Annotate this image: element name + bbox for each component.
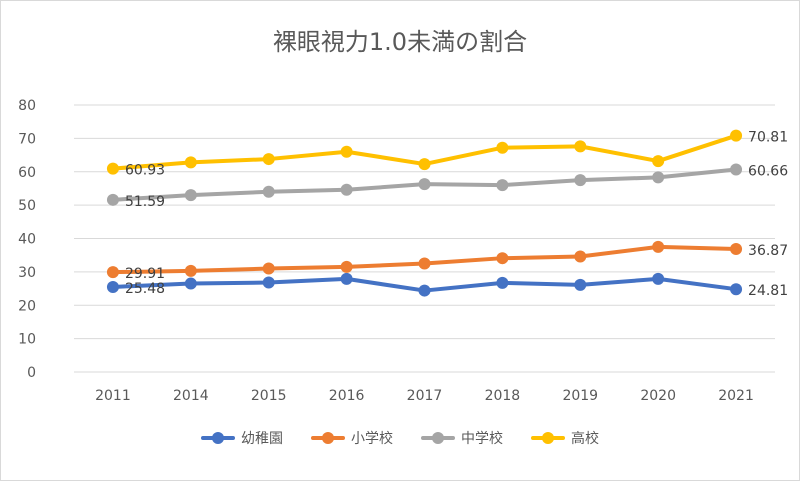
legend-swatch: [311, 432, 345, 444]
data-point: [184, 189, 197, 202]
data-label: 60.66: [748, 164, 788, 180]
y-tick-label: 60: [18, 165, 36, 181]
x-tick-label: 2015: [251, 388, 287, 404]
legend-label: 中学校: [461, 431, 503, 447]
x-tick-label: 2017: [407, 388, 443, 404]
x-tick-label: 2019: [562, 388, 598, 404]
chart-legend: 幼稚園 小学校 中学校 高校: [0, 428, 800, 448]
data-label: 24.81: [748, 283, 788, 299]
data-point: [574, 250, 587, 263]
data-point: [418, 257, 431, 270]
data-label: 51.59: [125, 194, 165, 210]
data-point: [652, 171, 665, 184]
data-point: [106, 193, 119, 206]
data-label: 36.87: [748, 243, 788, 259]
x-tick-label: 2018: [485, 388, 521, 404]
data-point: [496, 179, 509, 192]
y-tick-label: 70: [18, 131, 36, 147]
data-point: [496, 276, 509, 289]
data-label: 29.91: [125, 266, 165, 282]
y-tick-label: 10: [18, 332, 36, 348]
y-tick-label: 30: [18, 265, 36, 281]
data-point: [496, 252, 509, 265]
data-point: [574, 278, 587, 291]
y-tick-label: 80: [18, 98, 36, 114]
data-point: [184, 277, 197, 290]
data-point: [340, 260, 353, 273]
data-label: 25.48: [125, 281, 165, 297]
x-tick-label: 2011: [95, 388, 131, 404]
data-point: [496, 141, 509, 154]
y-tick-label: 40: [18, 232, 36, 248]
data-point: [730, 242, 743, 255]
data-point: [262, 185, 275, 198]
data-point: [340, 145, 353, 158]
legend-marker: [542, 432, 554, 444]
y-tick-label: 50: [18, 198, 36, 214]
y-tick-label: 20: [18, 298, 36, 314]
x-tick-label: 2014: [173, 388, 209, 404]
legend-item: 中学校: [421, 428, 503, 448]
legend-label: 高校: [571, 431, 599, 447]
data-point: [418, 284, 431, 297]
x-tick-label: 2020: [640, 388, 676, 404]
legend-item: 幼稚園: [201, 428, 283, 448]
data-point: [418, 158, 431, 171]
data-point: [730, 283, 743, 296]
legend-label: 小学校: [351, 431, 393, 447]
data-point: [574, 174, 587, 187]
legend-item: 小学校: [311, 428, 393, 448]
legend-item: 高校: [531, 428, 599, 448]
legend-swatch: [531, 432, 565, 444]
data-point: [340, 272, 353, 285]
legend-label: 幼稚園: [241, 431, 283, 447]
y-tick-label: 0: [27, 365, 36, 381]
data-point: [652, 155, 665, 168]
data-point: [106, 266, 119, 279]
x-tick-label: 2021: [718, 388, 754, 404]
data-point: [652, 240, 665, 253]
data-point: [184, 264, 197, 277]
legend-swatch: [421, 432, 455, 444]
data-point: [262, 276, 275, 289]
data-point: [340, 183, 353, 196]
data-point: [652, 272, 665, 285]
legend-swatch: [201, 432, 235, 444]
data-point: [262, 262, 275, 275]
data-point: [730, 129, 743, 142]
data-point: [184, 156, 197, 169]
data-point: [106, 280, 119, 293]
data-point: [106, 162, 119, 175]
legend-marker: [322, 432, 334, 444]
data-point: [730, 163, 743, 176]
legend-marker: [212, 432, 224, 444]
data-point: [262, 153, 275, 166]
data-point: [574, 140, 587, 153]
data-point: [418, 178, 431, 191]
chart-title: 裸眼視力1.0未満の割合: [272, 28, 528, 56]
data-label: 70.81: [748, 130, 788, 146]
legend-marker: [432, 432, 444, 444]
x-tick-label: 2016: [329, 388, 365, 404]
data-label: 60.93: [125, 163, 165, 179]
